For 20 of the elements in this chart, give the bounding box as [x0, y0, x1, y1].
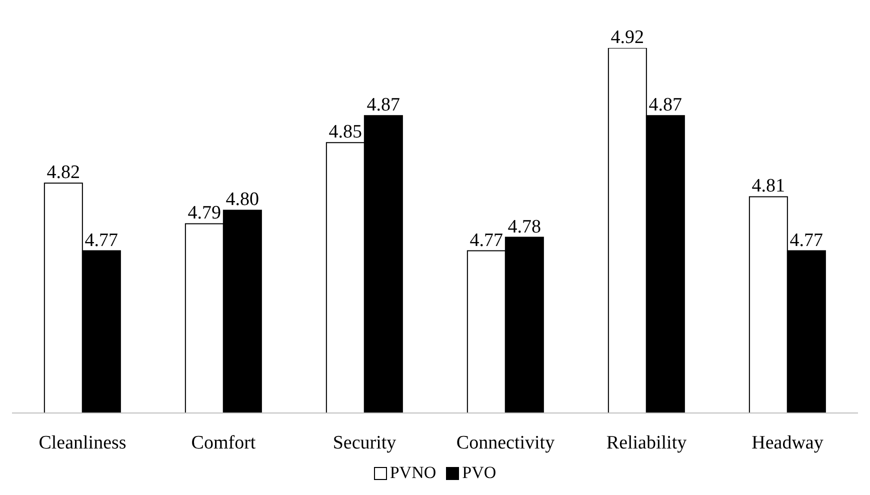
data-label: 4.85 [328, 122, 362, 143]
x-tick-label: Comfort [191, 432, 256, 454]
data-label: 4.78 [508, 216, 542, 238]
x-tick-label: Reliability [606, 432, 688, 454]
legend-label: PVO [462, 463, 496, 483]
data-label: 4.81 [752, 176, 786, 197]
x-tick-label: Connectivity [456, 432, 556, 454]
x-tick-label: Security [332, 432, 397, 454]
data-label: 4.77 [84, 230, 118, 251]
data-label: 4.77 [790, 230, 824, 251]
x-tick-label: Cleanliness [38, 432, 126, 454]
x-tick-label: Headway [752, 432, 824, 454]
data-label: 4.77 [470, 230, 504, 251]
legend-label: PVNO [390, 463, 436, 483]
data-label: 4.82 [46, 162, 80, 184]
data-label: 4.92 [610, 27, 644, 48]
data-label: 4.87 [648, 94, 682, 116]
data-label: 4.80 [226, 189, 260, 210]
data-label: 4.87 [366, 94, 400, 116]
data-label: 4.79 [188, 202, 222, 224]
